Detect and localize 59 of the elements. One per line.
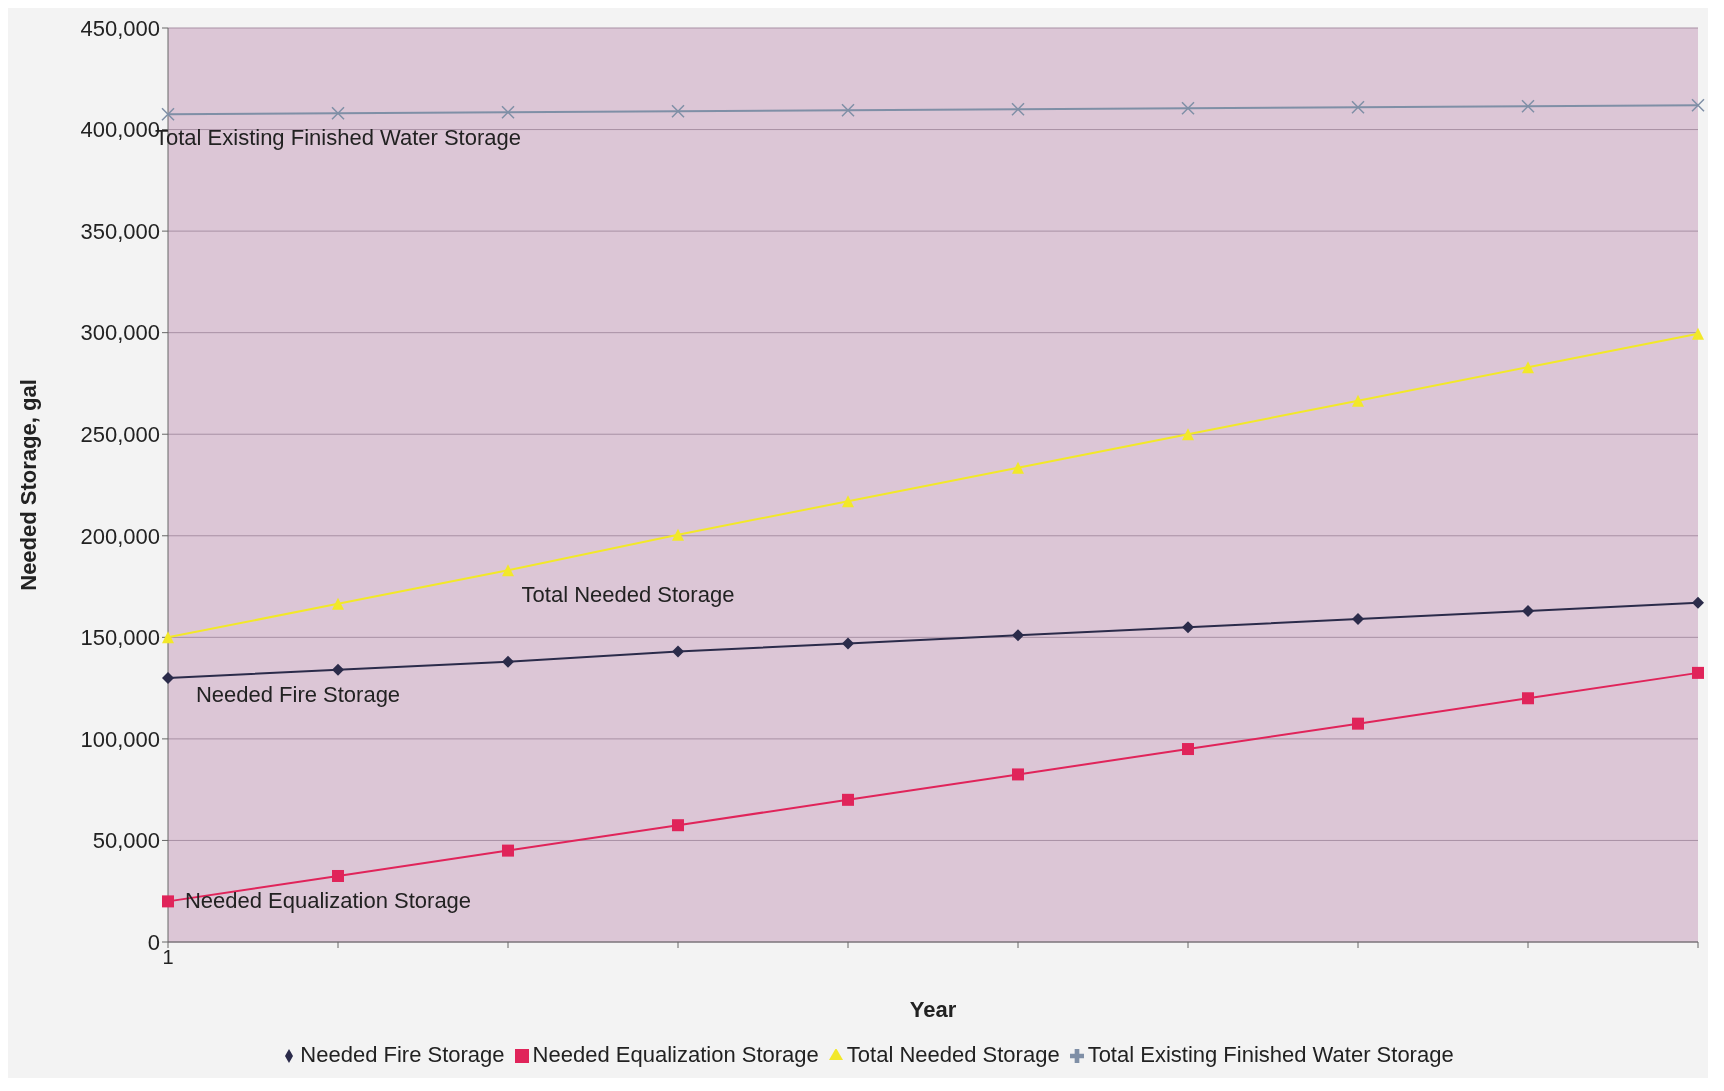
point bbox=[1181, 101, 1195, 115]
y-tick-label: 250,000 bbox=[80, 422, 160, 448]
y-tick-label: 300,000 bbox=[80, 320, 160, 346]
point bbox=[1012, 461, 1024, 474]
y-tick-label: 100,000 bbox=[80, 726, 160, 752]
point bbox=[1012, 768, 1024, 781]
point bbox=[1522, 604, 1534, 617]
point bbox=[162, 631, 174, 644]
point bbox=[1352, 613, 1364, 626]
point bbox=[332, 597, 344, 610]
point bbox=[1692, 596, 1704, 609]
legend-label: Needed Equalization Storage bbox=[532, 1042, 819, 1067]
text: Needed Fire Storage bbox=[195, 681, 401, 707]
point bbox=[1692, 327, 1704, 340]
point bbox=[331, 106, 345, 121]
point bbox=[1182, 428, 1194, 441]
point bbox=[1352, 394, 1364, 407]
y-tick-label: 0 bbox=[147, 929, 160, 955]
legend-label: Needed Fire Storage bbox=[300, 1042, 505, 1067]
point bbox=[332, 869, 344, 882]
point bbox=[1522, 361, 1534, 374]
x-axis-title: Year bbox=[909, 997, 957, 1022]
point bbox=[672, 645, 684, 658]
point bbox=[1692, 666, 1704, 679]
y-tick-label: 50,000 bbox=[92, 828, 160, 854]
text: Needed Equalization Storage bbox=[184, 887, 472, 913]
point bbox=[672, 819, 684, 832]
y-tick-label: 150,000 bbox=[80, 625, 160, 651]
y-tick-label: 350,000 bbox=[80, 218, 160, 244]
legend-label: Total Existing Finished Water Storage bbox=[1087, 1042, 1454, 1067]
point bbox=[1691, 98, 1705, 112]
point bbox=[501, 105, 515, 120]
point bbox=[502, 844, 514, 857]
point bbox=[161, 107, 175, 122]
point bbox=[842, 495, 854, 508]
text: Total Needed Storage bbox=[521, 582, 735, 608]
y-tick-label: 450,000 bbox=[80, 15, 160, 41]
point bbox=[1352, 717, 1364, 730]
point bbox=[841, 103, 855, 118]
point bbox=[1521, 99, 1535, 113]
point bbox=[842, 637, 854, 650]
x-tick-label: 1 bbox=[162, 946, 174, 969]
point bbox=[1182, 743, 1194, 756]
point bbox=[1012, 629, 1024, 642]
point bbox=[1011, 102, 1025, 116]
y-axis-title: Needed Storage, gal bbox=[15, 379, 41, 591]
point bbox=[1522, 692, 1534, 705]
point bbox=[162, 671, 174, 684]
point bbox=[502, 655, 514, 668]
point bbox=[842, 793, 854, 806]
point bbox=[332, 663, 344, 676]
point bbox=[502, 564, 514, 577]
y-tick-label: 200,000 bbox=[80, 523, 160, 549]
point bbox=[1182, 621, 1194, 634]
legend-label: Total Needed Storage bbox=[846, 1042, 1060, 1067]
point bbox=[162, 895, 174, 908]
point bbox=[1351, 100, 1365, 114]
point bbox=[671, 104, 685, 119]
point bbox=[672, 528, 684, 541]
